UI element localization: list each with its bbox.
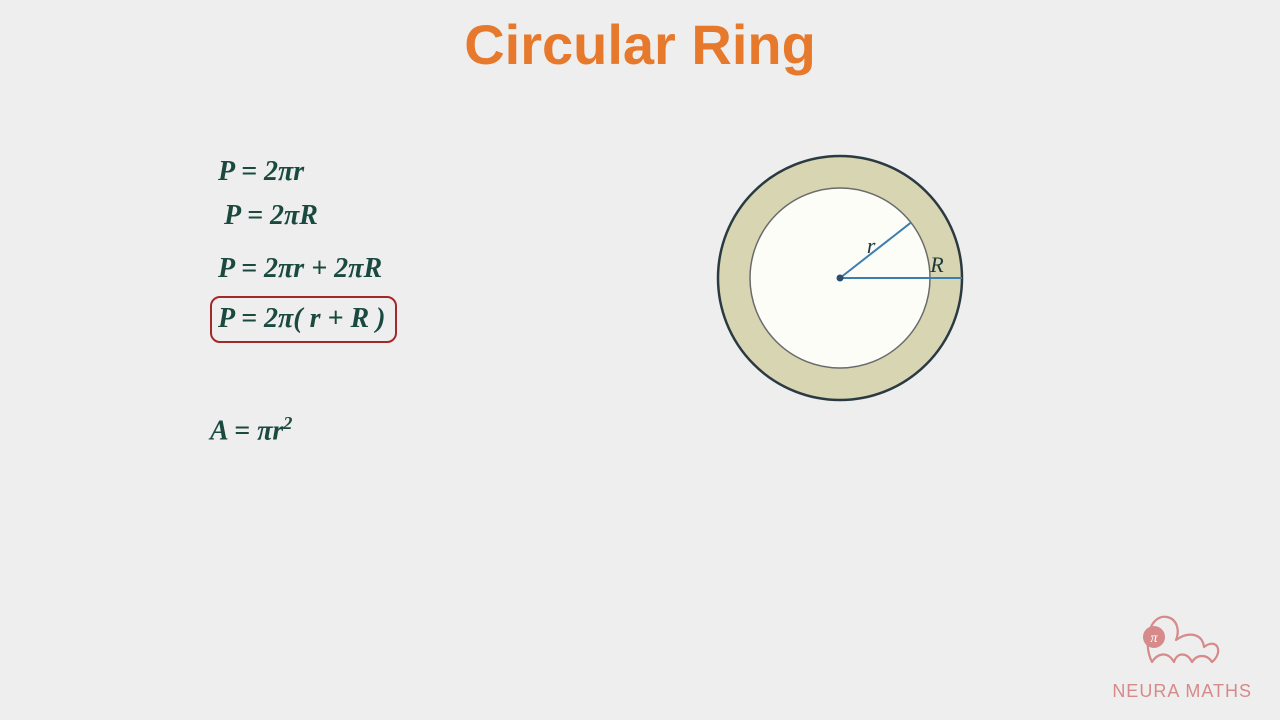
svg-text:r: r <box>867 233 876 258</box>
formula-3: P = 2πr + 2πR <box>218 252 397 286</box>
page-title: Circular Ring <box>0 0 1280 77</box>
watermark: π NEURA MATHS <box>1112 602 1252 702</box>
formula-2: P = 2πR <box>224 199 397 233</box>
formula-1: P = 2πr <box>218 155 397 189</box>
ring-svg: rR <box>710 148 970 408</box>
formulas-block: P = 2πr P = 2πR P = 2πr + 2πR P = 2π( r … <box>210 155 397 458</box>
formula-4-boxed: P = 2π( r + R ) <box>210 296 397 344</box>
svg-text:π: π <box>1151 631 1159 646</box>
watermark-text: NEURA MATHS <box>1112 681 1252 702</box>
svg-text:R: R <box>929 252 944 277</box>
ring-diagram: rR <box>710 148 970 413</box>
formula-5: A = πr2 <box>210 413 397 448</box>
watermark-logo: π <box>1132 602 1232 672</box>
